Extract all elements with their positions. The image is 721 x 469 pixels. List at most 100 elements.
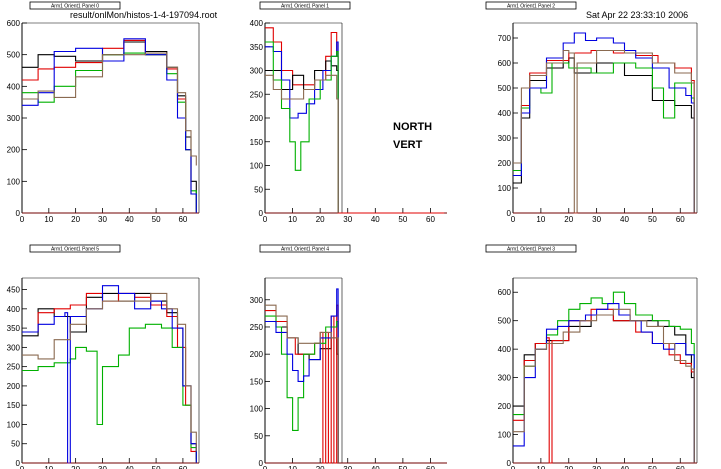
y-tick-label: 100 — [7, 420, 21, 429]
series-green — [513, 62, 695, 213]
x-tick-label: 0 — [263, 465, 268, 469]
x-tick-label: 30 — [98, 215, 107, 224]
y-tick-label: 50 — [254, 432, 263, 441]
x-tick-label: 20 — [316, 465, 325, 469]
x-tick-label: 60 — [676, 465, 685, 469]
panel-title: Arm1 Orient1 Panel 4 — [281, 246, 329, 252]
panel-title-box — [485, 244, 577, 253]
series-green — [265, 41, 339, 213]
y-tick-label: 0 — [259, 209, 264, 218]
vert-label: VERT — [393, 139, 423, 151]
x-tick-label: 60 — [676, 215, 685, 224]
y-tick-label: 500 — [7, 51, 21, 60]
series-brown — [265, 304, 339, 463]
north-label: NORTH — [393, 121, 433, 133]
series-brown — [513, 49, 695, 214]
y-tick-label: 300 — [498, 374, 512, 383]
series-black — [265, 320, 339, 463]
y-tick-label: 150 — [250, 138, 264, 147]
series-black — [513, 57, 695, 213]
panel-title: Arm1 Orient1 Panel 0 — [51, 3, 99, 9]
y-tick-label: 500 — [498, 84, 512, 93]
x-tick-label: 10 — [536, 215, 545, 224]
series-black — [513, 314, 695, 463]
x-tick-label: 20 — [564, 215, 573, 224]
y-tick-label: 350 — [250, 43, 264, 52]
series-black — [22, 292, 197, 460]
x-tick-label: 50 — [152, 215, 161, 224]
panel-title-box — [29, 1, 121, 10]
y-tick-label: 200 — [7, 382, 21, 391]
file-path-label: result/onlMon/histos-1-4-197094.root — [70, 10, 218, 20]
series-red — [513, 49, 695, 213]
x-tick-label: 30 — [592, 465, 601, 469]
series-green — [513, 291, 695, 463]
y-tick-label: 0 — [16, 459, 21, 468]
y-tick-label: 0 — [16, 209, 21, 218]
y-tick-label: 300 — [7, 114, 21, 123]
y-tick-label: 100 — [250, 405, 264, 414]
panel-title: Arm1 Orient1 Panel 3 — [507, 246, 555, 252]
y-tick-label: 150 — [250, 377, 264, 386]
x-tick-label: 20 — [71, 215, 80, 224]
y-tick-label: 600 — [7, 19, 21, 28]
y-tick-label: 350 — [7, 324, 21, 333]
series-blue — [22, 38, 197, 213]
x-tick-label: 50 — [398, 465, 407, 469]
series-blue — [513, 303, 695, 463]
x-tick-label: 30 — [343, 465, 352, 469]
x-tick-label: 60 — [178, 215, 187, 224]
y-tick-label: 400 — [7, 305, 21, 314]
y-tick-label: 250 — [250, 90, 264, 99]
x-tick-label: 60 — [426, 215, 435, 224]
y-tick-label: 100 — [498, 431, 512, 440]
y-tick-label: 200 — [250, 350, 264, 359]
panel-title: Arm1 Orient1 Panel 2 — [507, 3, 555, 9]
y-tick-label: 500 — [498, 317, 512, 326]
x-tick-label: 60 — [426, 465, 435, 469]
panel-title-box — [259, 244, 351, 253]
x-tick-label: 40 — [125, 465, 134, 469]
x-tick-label: 30 — [98, 465, 107, 469]
y-tick-label: 300 — [250, 67, 264, 76]
y-tick-label: 600 — [498, 288, 512, 297]
x-tick-label: 20 — [71, 465, 80, 469]
y-tick-label: 400 — [7, 82, 21, 91]
x-tick-label: 20 — [564, 465, 573, 469]
y-tick-label: 100 — [7, 177, 21, 186]
y-tick-label: 0 — [507, 209, 512, 218]
series-brown — [22, 292, 197, 452]
x-tick-label: 30 — [592, 215, 601, 224]
y-tick-label: 50 — [11, 440, 20, 449]
y-tick-label: 300 — [498, 134, 512, 143]
y-tick-label: 200 — [498, 402, 512, 411]
series-brown — [22, 52, 197, 166]
y-tick-label: 400 — [498, 345, 512, 354]
x-tick-label: 50 — [398, 215, 407, 224]
series-brown — [265, 74, 339, 213]
y-tick-label: 150 — [7, 401, 21, 410]
y-tick-label: 50 — [254, 185, 263, 194]
series-red — [513, 308, 695, 464]
y-tick-label: 450 — [7, 286, 21, 295]
y-tick-label: 400 — [498, 109, 512, 118]
series-red — [22, 39, 197, 212]
x-tick-label: 10 — [536, 465, 545, 469]
series-blue — [513, 32, 695, 213]
panel-title-box — [259, 1, 351, 10]
x-tick-label: 20 — [316, 215, 325, 224]
x-tick-label: 30 — [343, 215, 352, 224]
y-tick-label: 300 — [250, 296, 264, 305]
x-tick-label: 0 — [511, 465, 516, 469]
series-green — [22, 323, 197, 463]
x-tick-label: 40 — [125, 215, 134, 224]
x-tick-label: 10 — [44, 465, 53, 469]
y-tick-label: 600 — [498, 59, 512, 68]
series-green — [22, 52, 197, 213]
date-label: Sat Apr 22 23:33:10 2006 — [586, 10, 689, 20]
y-tick-label: 700 — [498, 34, 512, 43]
x-tick-label: 0 — [20, 465, 25, 469]
series-blue — [22, 285, 197, 464]
x-tick-label: 40 — [371, 465, 380, 469]
